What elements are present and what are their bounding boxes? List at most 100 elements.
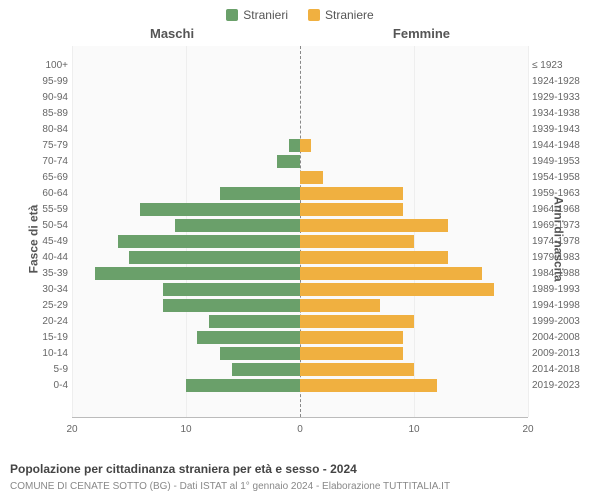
bar-male bbox=[220, 347, 300, 360]
age-label: 80-84 bbox=[28, 124, 68, 135]
year-label: 1939-1943 bbox=[532, 124, 588, 135]
bar-male bbox=[95, 267, 300, 280]
legend-male-label: Stranieri bbox=[243, 8, 288, 22]
bar-female bbox=[300, 315, 414, 328]
bar-female bbox=[300, 299, 380, 312]
age-label: 35-39 bbox=[28, 268, 68, 279]
age-row: 90-941929-1933 bbox=[72, 90, 528, 106]
age-row: 20-241999-2003 bbox=[72, 314, 528, 330]
year-label: 1989-1993 bbox=[532, 284, 588, 295]
legend-female-label: Straniere bbox=[325, 8, 374, 22]
year-label: 1944-1948 bbox=[532, 140, 588, 151]
bar-female bbox=[300, 139, 311, 152]
bar-female bbox=[300, 363, 414, 376]
swatch-male bbox=[226, 9, 238, 21]
age-label: 50-54 bbox=[28, 220, 68, 231]
bar-male bbox=[175, 219, 300, 232]
bar-female bbox=[300, 219, 448, 232]
x-tick: 20 bbox=[66, 424, 77, 435]
age-row: 95-991924-1928 bbox=[72, 74, 528, 90]
year-label: 2004-2008 bbox=[532, 332, 588, 343]
legend-male: Stranieri bbox=[226, 8, 288, 22]
bar-male bbox=[289, 139, 300, 152]
bar-male bbox=[140, 203, 300, 216]
year-label: 1934-1938 bbox=[532, 108, 588, 119]
bar-male bbox=[197, 331, 300, 344]
year-label: 1974-1978 bbox=[532, 236, 588, 247]
legend: Stranieri Straniere bbox=[0, 0, 600, 22]
bar-male bbox=[163, 299, 300, 312]
age-row: 0-42019-2023 bbox=[72, 378, 528, 394]
x-tick: 10 bbox=[180, 424, 191, 435]
age-row: 100+≤ 1923 bbox=[72, 58, 528, 74]
bar-female bbox=[300, 251, 448, 264]
bar-female bbox=[300, 203, 403, 216]
age-label: 100+ bbox=[28, 60, 68, 71]
age-label: 75-79 bbox=[28, 140, 68, 151]
year-label: ≤ 1923 bbox=[532, 60, 588, 71]
age-label: 95-99 bbox=[28, 76, 68, 87]
age-label: 55-59 bbox=[28, 204, 68, 215]
bar-male bbox=[118, 235, 300, 248]
age-label: 40-44 bbox=[28, 252, 68, 263]
year-label: 1999-2003 bbox=[532, 316, 588, 327]
bar-male bbox=[220, 187, 300, 200]
age-row: 80-841939-1943 bbox=[72, 122, 528, 138]
age-row: 50-541969-1973 bbox=[72, 218, 528, 234]
year-label: 1994-1998 bbox=[532, 300, 588, 311]
year-label: 2009-2013 bbox=[532, 348, 588, 359]
age-row: 70-741949-1953 bbox=[72, 154, 528, 170]
year-label: 1964-1968 bbox=[532, 204, 588, 215]
bar-male bbox=[186, 379, 300, 392]
year-label: 1979-1983 bbox=[532, 252, 588, 263]
age-label: 65-69 bbox=[28, 172, 68, 183]
bar-male bbox=[163, 283, 300, 296]
age-label: 20-24 bbox=[28, 316, 68, 327]
plot: 100+≤ 192395-991924-192890-941929-193385… bbox=[72, 46, 528, 418]
bar-female bbox=[300, 347, 403, 360]
year-label: 1929-1933 bbox=[532, 92, 588, 103]
year-label: 2019-2023 bbox=[532, 380, 588, 391]
x-tick: 10 bbox=[408, 424, 419, 435]
age-row: 60-641959-1963 bbox=[72, 186, 528, 202]
age-row: 10-142009-2013 bbox=[72, 346, 528, 362]
grid-line bbox=[528, 46, 529, 417]
age-row: 85-891934-1938 bbox=[72, 106, 528, 122]
age-label: 85-89 bbox=[28, 108, 68, 119]
bar-female bbox=[300, 283, 494, 296]
header-male: Maschi bbox=[150, 26, 194, 41]
age-label: 90-94 bbox=[28, 92, 68, 103]
chart-subtitle: COMUNE DI CENATE SOTTO (BG) - Dati ISTAT… bbox=[10, 481, 450, 492]
header-female: Femmine bbox=[393, 26, 450, 41]
age-label: 25-29 bbox=[28, 300, 68, 311]
age-label: 5-9 bbox=[28, 364, 68, 375]
chart-area: Maschi Femmine Fasce di età Anni di nasc… bbox=[0, 22, 600, 442]
legend-female: Straniere bbox=[308, 8, 374, 22]
x-tick: 0 bbox=[297, 424, 303, 435]
year-label: 1969-1973 bbox=[532, 220, 588, 231]
age-label: 15-19 bbox=[28, 332, 68, 343]
age-row: 55-591964-1968 bbox=[72, 202, 528, 218]
bar-female bbox=[300, 267, 482, 280]
age-label: 45-49 bbox=[28, 236, 68, 247]
year-label: 1924-1928 bbox=[532, 76, 588, 87]
swatch-female bbox=[308, 9, 320, 21]
x-tick: 20 bbox=[522, 424, 533, 435]
age-row: 5-92014-2018 bbox=[72, 362, 528, 378]
year-label: 1984-1988 bbox=[532, 268, 588, 279]
year-label: 1954-1958 bbox=[532, 172, 588, 183]
bar-female bbox=[300, 235, 414, 248]
bar-female bbox=[300, 331, 403, 344]
bar-male bbox=[232, 363, 300, 376]
year-label: 1959-1963 bbox=[532, 188, 588, 199]
bar-female bbox=[300, 187, 403, 200]
age-label: 60-64 bbox=[28, 188, 68, 199]
age-label: 10-14 bbox=[28, 348, 68, 359]
age-label: 0-4 bbox=[28, 380, 68, 391]
year-label: 1949-1953 bbox=[532, 156, 588, 167]
age-row: 35-391984-1988 bbox=[72, 266, 528, 282]
bar-female bbox=[300, 171, 323, 184]
age-row: 15-192004-2008 bbox=[72, 330, 528, 346]
age-label: 30-34 bbox=[28, 284, 68, 295]
bar-male bbox=[129, 251, 300, 264]
